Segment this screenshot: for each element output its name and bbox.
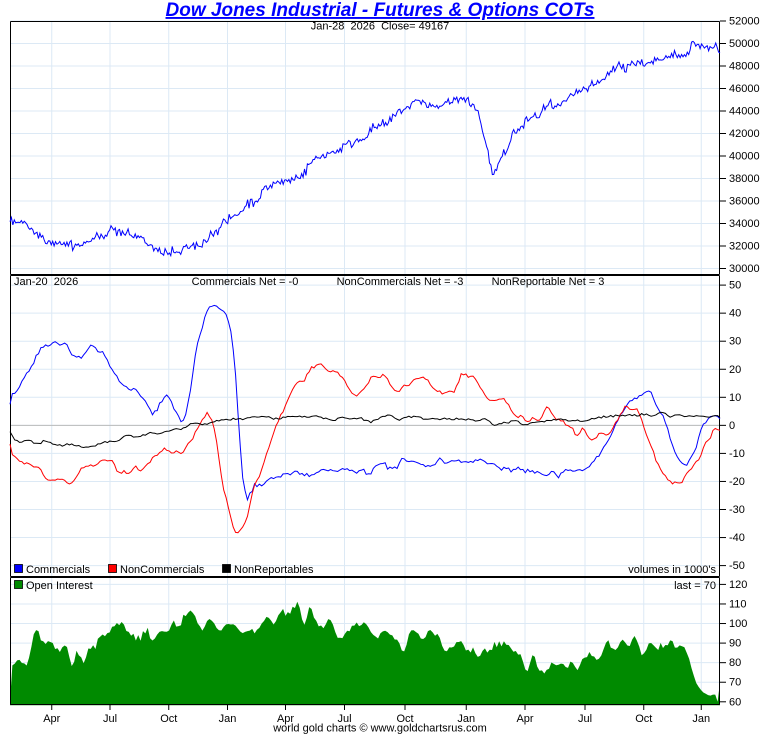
svg-text:-30: -30 (729, 504, 745, 516)
svg-text:34000: 34000 (729, 218, 760, 230)
svg-text:110: 110 (729, 598, 747, 610)
svg-text:50: 50 (729, 280, 741, 292)
svg-text:Commercials Net = -0: Commercials Net = -0 (192, 276, 299, 288)
svg-text:Jan-20 2026: Jan-20 2026 (14, 276, 78, 288)
svg-text:Oct: Oct (635, 713, 652, 725)
svg-text:world gold charts © www.goldch: world gold charts © www.goldchartsrus.co… (272, 723, 487, 735)
svg-text:90: 90 (729, 638, 741, 650)
svg-text:80: 80 (729, 657, 741, 669)
svg-text:10: 10 (729, 392, 741, 404)
svg-text:0: 0 (729, 420, 735, 432)
svg-text:Open Interest: Open Interest (26, 580, 93, 592)
svg-text:44000: 44000 (729, 106, 760, 118)
svg-text:Jan: Jan (219, 713, 237, 725)
svg-text:40: 40 (729, 308, 741, 320)
svg-text:Apr: Apr (516, 713, 533, 725)
svg-text:70: 70 (729, 677, 741, 689)
svg-text:30: 30 (729, 336, 741, 348)
svg-text:Dow Jones Industrial - Futures: Dow Jones Industrial - Futures & Options… (166, 0, 595, 21)
svg-text:48000: 48000 (729, 61, 760, 73)
svg-text:NonCommercials Net = -3: NonCommercials Net = -3 (337, 276, 464, 288)
svg-text:-40: -40 (729, 532, 745, 544)
svg-text:30000: 30000 (729, 263, 760, 275)
svg-text:40000: 40000 (729, 151, 760, 163)
svg-text:36000: 36000 (729, 196, 760, 208)
svg-text:-20: -20 (729, 476, 745, 488)
svg-text:Oct: Oct (160, 713, 177, 725)
svg-text:Jan: Jan (692, 713, 710, 725)
svg-text:Jul: Jul (578, 713, 592, 725)
svg-text:Commercials: Commercials (26, 564, 91, 576)
svg-text:46000: 46000 (729, 83, 760, 95)
svg-text:last = 70: last = 70 (674, 580, 716, 592)
svg-text:Apr: Apr (43, 713, 60, 725)
svg-text:20: 20 (729, 364, 741, 376)
svg-text:42000: 42000 (729, 128, 760, 140)
svg-text:-50: -50 (729, 560, 745, 572)
svg-text:-10: -10 (729, 448, 745, 460)
svg-text:50000: 50000 (729, 38, 760, 50)
svg-text:volumes in 1000's: volumes in 1000's (628, 564, 716, 576)
svg-text:100: 100 (729, 618, 747, 630)
svg-text:32000: 32000 (729, 241, 760, 253)
svg-text:38000: 38000 (729, 173, 760, 185)
svg-text:NonReportables: NonReportables (234, 564, 314, 576)
svg-text:Jan-28 2026 Close= 49167: Jan-28 2026 Close= 49167 (311, 21, 450, 33)
svg-text:60: 60 (729, 696, 741, 708)
svg-text:NonReportable Net = 3: NonReportable Net = 3 (492, 276, 605, 288)
svg-text:NonCommercials: NonCommercials (120, 564, 205, 576)
svg-text:52000: 52000 (729, 16, 760, 28)
svg-text:Jul: Jul (103, 713, 117, 725)
svg-text:120: 120 (729, 579, 747, 591)
